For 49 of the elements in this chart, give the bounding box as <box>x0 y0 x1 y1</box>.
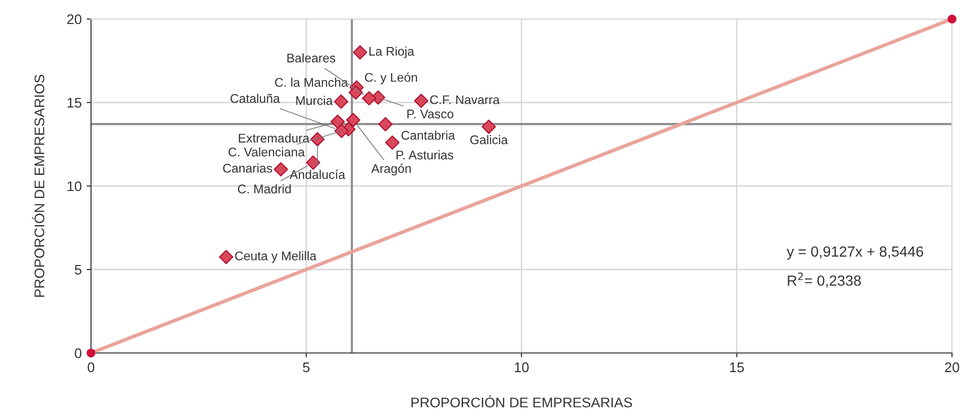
point <box>414 94 428 108</box>
annotation: C.F. Navarra <box>430 95 500 104</box>
point <box>334 94 348 109</box>
point <box>219 250 234 264</box>
point <box>378 117 393 132</box>
point <box>362 91 376 106</box>
x-tick-label: 10 <box>514 362 529 372</box>
annotation: y = 0,9127x + 8,5446 <box>786 246 924 260</box>
annotation: C. y León <box>364 72 418 84</box>
x-axis-title: PROPORCIÓN DE EMPRESARIAS <box>412 395 632 408</box>
y-tick-label: 5 <box>74 264 82 275</box>
point <box>346 112 360 128</box>
point <box>482 120 496 134</box>
annotation: P. Vasco <box>407 110 454 118</box>
point <box>948 14 956 24</box>
annotation: La Rioja <box>369 46 414 58</box>
annotation: Andalucía <box>290 170 346 179</box>
annotation: P. Asturias <box>396 150 454 160</box>
y-tick-label: 15 <box>68 98 82 108</box>
annotation: Ceuta y Melilla <box>235 251 316 263</box>
x-tick-label: 5 <box>302 362 310 372</box>
annotation: C. la Mancha <box>275 78 348 87</box>
annotation: Galicia <box>470 135 508 144</box>
x-tick-label: 0 <box>88 362 94 372</box>
annotation: Cantabria <box>401 130 456 140</box>
point <box>385 135 400 150</box>
x-tick-label: 20 <box>944 362 960 372</box>
point <box>330 114 345 129</box>
annotation: C. Madrid <box>238 184 291 194</box>
y-tick-label: 10 <box>68 181 82 192</box>
y-tick-label: 20 <box>67 14 82 24</box>
annotation: Canarias <box>223 163 272 173</box>
annotation: Murcia <box>296 96 333 106</box>
annotation: C. Valenciana <box>228 147 305 156</box>
annotation: R$^{2}$= 0,2338 <box>788 272 861 288</box>
y-tick-label: 0 <box>74 348 82 358</box>
point <box>310 132 325 146</box>
annotation: Baleares <box>287 53 336 62</box>
y-axis-title: PROPORCIÓN DE EMPRESARIOS <box>32 74 44 297</box>
point <box>86 348 96 358</box>
point <box>352 45 368 60</box>
point <box>334 124 349 138</box>
annotation: Cataluña <box>230 94 280 103</box>
point <box>348 85 363 100</box>
annotation: Extremadura <box>238 133 310 143</box>
point <box>306 155 320 170</box>
x-tick-label: 15 <box>730 362 744 372</box>
point <box>274 162 288 176</box>
annotation: Aragón <box>371 164 411 176</box>
